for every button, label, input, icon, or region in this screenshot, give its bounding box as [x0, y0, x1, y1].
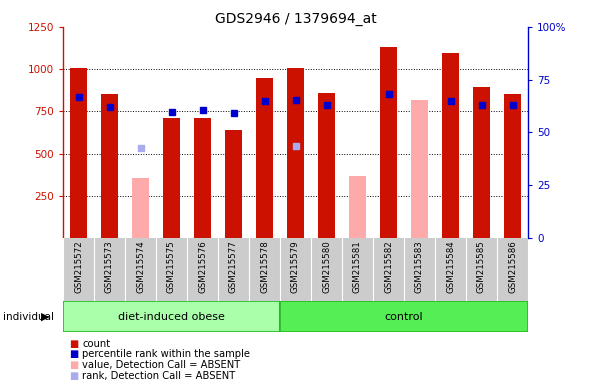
Text: GSM215574: GSM215574: [136, 240, 145, 293]
Text: ■: ■: [69, 339, 78, 349]
Bar: [473, 87, 490, 238]
Text: ■: ■: [69, 349, 78, 359]
Text: GSM215573: GSM215573: [105, 240, 114, 293]
Text: GSM215583: GSM215583: [415, 240, 424, 293]
Text: ■: ■: [69, 360, 78, 370]
Text: percentile rank within the sample: percentile rank within the sample: [82, 349, 250, 359]
Text: rank, Detection Call = ABSENT: rank, Detection Call = ABSENT: [82, 371, 235, 381]
Text: GSM215584: GSM215584: [446, 240, 455, 293]
Bar: [349, 175, 366, 238]
Bar: [225, 130, 242, 238]
Text: individual: individual: [3, 312, 54, 322]
Text: GSM215586: GSM215586: [508, 240, 517, 293]
Text: GSM215577: GSM215577: [229, 240, 238, 293]
Bar: [132, 178, 149, 238]
Text: count: count: [82, 339, 110, 349]
Bar: [287, 68, 304, 238]
Bar: [194, 118, 211, 238]
Text: GSM215585: GSM215585: [477, 240, 486, 293]
Bar: [411, 99, 428, 238]
Bar: [70, 68, 87, 238]
Bar: [318, 93, 335, 238]
Bar: [280, 301, 528, 332]
Bar: [380, 47, 397, 238]
Text: GSM215581: GSM215581: [353, 240, 362, 293]
Text: GSM215580: GSM215580: [322, 240, 331, 293]
Text: control: control: [385, 312, 424, 322]
Bar: [504, 94, 521, 238]
Bar: [256, 78, 273, 238]
Text: GSM215578: GSM215578: [260, 240, 269, 293]
Text: GSM215582: GSM215582: [384, 240, 393, 293]
Bar: [442, 53, 459, 238]
Bar: [101, 94, 118, 238]
Text: ■: ■: [69, 371, 78, 381]
Text: GSM215575: GSM215575: [167, 240, 176, 293]
Text: ▶: ▶: [41, 312, 49, 322]
Text: value, Detection Call = ABSENT: value, Detection Call = ABSENT: [82, 360, 241, 370]
Bar: [63, 301, 280, 332]
Title: GDS2946 / 1379694_at: GDS2946 / 1379694_at: [215, 12, 376, 26]
Bar: [163, 118, 180, 238]
Text: GSM215576: GSM215576: [198, 240, 207, 293]
Text: diet-induced obese: diet-induced obese: [118, 312, 225, 322]
Text: GSM215579: GSM215579: [291, 240, 300, 293]
Text: GSM215572: GSM215572: [74, 240, 83, 293]
